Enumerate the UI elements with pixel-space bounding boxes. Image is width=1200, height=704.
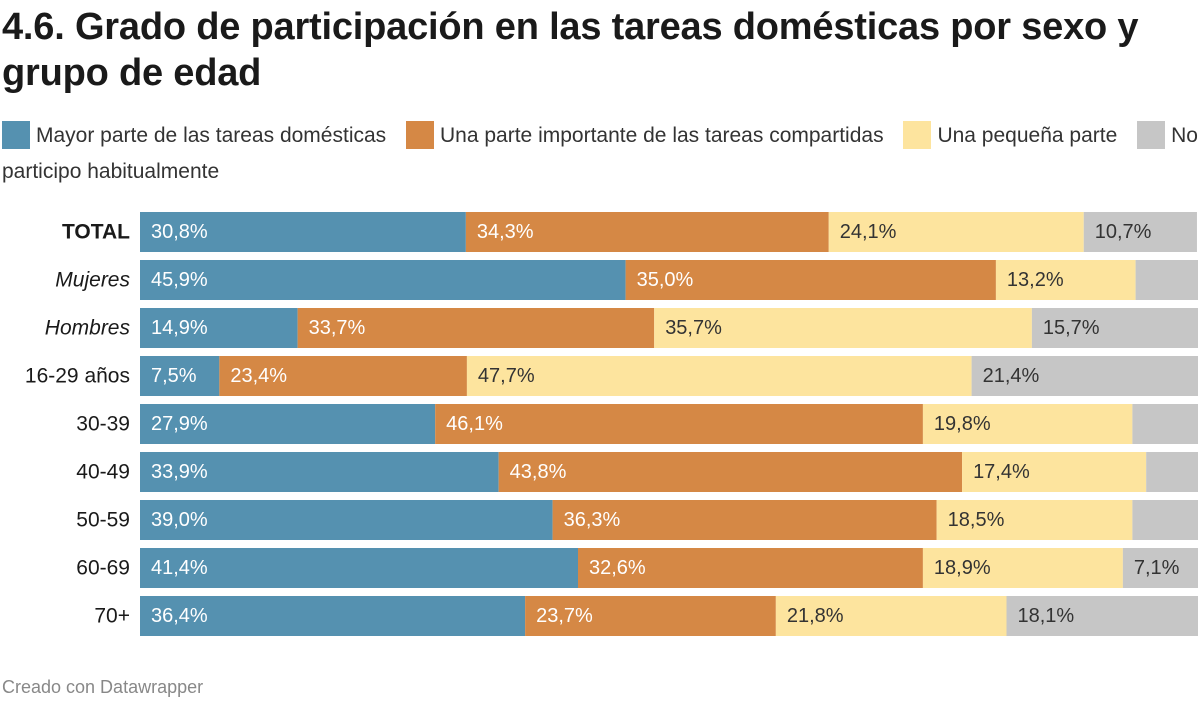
data-label: 23,7%	[536, 605, 593, 627]
bar-segment-pequena	[922, 548, 1123, 588]
legend-swatch-importante	[406, 121, 435, 149]
bar-segment-mayor	[140, 500, 553, 540]
data-label: 34,3%	[477, 221, 534, 243]
bar-segment-mayor	[140, 260, 626, 300]
data-label: 18,1%	[1018, 605, 1075, 627]
data-label: 24,1%	[840, 221, 897, 243]
bar-segment-importante	[465, 212, 829, 252]
category-label: TOTAL	[62, 221, 130, 244]
bar-segment-no	[1122, 548, 1198, 588]
bar-segment-pequena	[654, 308, 1032, 348]
chart-title: 4.6. Grado de participación en las tarea…	[2, 6, 1139, 94]
bar-segment-mayor	[140, 404, 436, 444]
data-label: 18,5%	[948, 509, 1005, 531]
category-label: 16-29 años	[25, 365, 130, 388]
bar-segment-importante	[297, 308, 655, 348]
bar-segment-mayor	[140, 212, 466, 252]
bar-segment-importante	[625, 260, 996, 300]
bar-segment-mayor	[140, 548, 579, 588]
legend-label-mayor: Mayor parte de las tareas domésticas	[36, 124, 387, 147]
data-label: 47,7%	[478, 365, 535, 387]
category-label: 30-39	[76, 413, 130, 436]
category-label: 40-49	[76, 461, 130, 484]
category-label: 60-69	[76, 557, 130, 580]
chart-credit: Creado con Datawrapper	[2, 677, 204, 697]
data-label: 35,7%	[665, 317, 722, 339]
chart-legend: Mayor parte de las tareas domésticas Una…	[2, 118, 1198, 190]
data-label: 23,4%	[230, 365, 287, 387]
bar-segment-no	[1146, 452, 1198, 492]
bar-segment-pequena	[828, 212, 1084, 252]
bar-segment-no	[971, 356, 1198, 396]
stacked-bar-chart: TOTAL 30,8% 34,3% 24,1% 10,7% Mujeres 45,9% 35,…	[25, 212, 1198, 636]
data-label: 45,9%	[151, 269, 208, 291]
bar-segment-no	[1132, 404, 1198, 444]
data-label: 36,3%	[564, 509, 621, 531]
data-label: 13,2%	[1007, 269, 1064, 291]
data-label: 39,0%	[151, 509, 208, 531]
bar-segment-mayor	[140, 596, 526, 636]
bar-segment-importante	[219, 356, 467, 396]
bar-segment-pequena	[962, 452, 1147, 492]
data-label: 14,9%	[151, 317, 208, 339]
data-label: 7,5%	[151, 365, 197, 387]
legend-label-importante: Una parte importante de las tareas compa…	[440, 124, 884, 147]
bar-segment-mayor	[140, 308, 298, 348]
data-label: 33,7%	[309, 317, 366, 339]
bar-segment-pequena	[995, 260, 1136, 300]
bar-segment-no	[1132, 500, 1198, 540]
legend-swatch-no	[1137, 121, 1166, 149]
bar-segment-mayor	[140, 452, 499, 492]
legend-item-mayor: Mayor parte de las tareas domésticas	[2, 121, 387, 149]
data-label: 18,9%	[934, 557, 991, 579]
bar-segment-pequena	[466, 356, 972, 396]
legend-item-pequena: Una pequeña parte	[903, 121, 1118, 149]
legend-item-importante: Una parte importante de las tareas compa…	[406, 121, 884, 149]
bar-segment-mayor	[140, 356, 220, 396]
legend-label-pequena: Una pequeña parte	[937, 124, 1118, 147]
legend-label-no: No participo habitualmente	[2, 124, 1198, 183]
legend-swatch-pequena	[903, 121, 932, 149]
legend-item-no: No participo habitualmente	[2, 121, 1198, 183]
data-label: 36,4%	[151, 605, 208, 627]
data-label: 19,8%	[934, 413, 991, 435]
category-label: Hombres	[45, 317, 131, 340]
data-label: 35,0%	[637, 269, 694, 291]
data-label: 15,7%	[1043, 317, 1100, 339]
data-label: 21,8%	[787, 605, 844, 627]
data-label: 43,8%	[510, 461, 567, 483]
data-label: 7,1%	[1134, 557, 1180, 579]
bar-segment-importante	[578, 548, 923, 588]
bar-segment-no	[1135, 260, 1198, 300]
data-label: 17,4%	[973, 461, 1030, 483]
data-label: 46,1%	[446, 413, 503, 435]
bar-segment-no	[1031, 308, 1198, 348]
category-label: 50-59	[76, 509, 130, 532]
bar-segment-no	[1083, 212, 1197, 252]
data-label: 10,7%	[1095, 221, 1152, 243]
bar-segment-pequena	[936, 500, 1133, 540]
data-label: 32,6%	[589, 557, 646, 579]
category-label: 70+	[94, 605, 130, 628]
data-label: 41,4%	[151, 557, 208, 579]
bar-segment-no	[1006, 596, 1198, 636]
data-label: 30,8%	[151, 221, 208, 243]
data-label: 27,9%	[151, 413, 208, 435]
bar-segment-pequena	[775, 596, 1007, 636]
bar-segment-importante	[525, 596, 776, 636]
category-label: Mujeres	[55, 269, 130, 292]
bar-segment-pequena	[922, 404, 1133, 444]
bar-segment-importante	[552, 500, 937, 540]
legend-swatch-mayor	[2, 121, 30, 149]
bar-segment-importante	[435, 404, 923, 444]
data-label: 33,9%	[151, 461, 208, 483]
data-label: 21,4%	[983, 365, 1040, 387]
bar-segment-importante	[498, 452, 963, 492]
